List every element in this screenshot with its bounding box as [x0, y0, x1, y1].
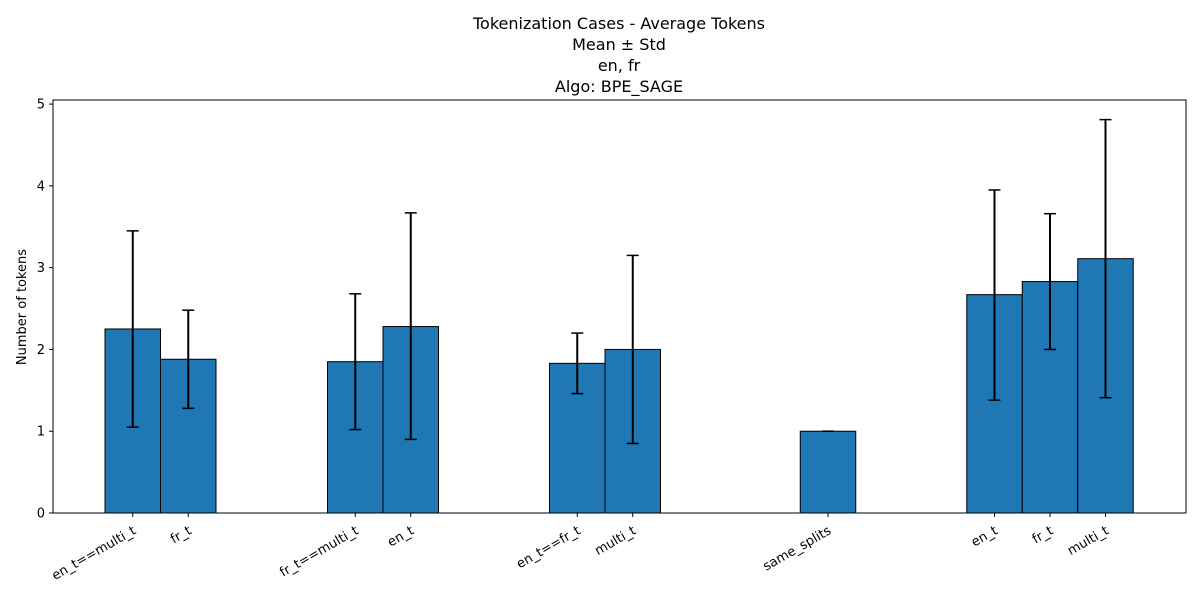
- x-axis-ticks: en_t==multi_t fr_t fr_t==multi_t en_t en_t==…: [49, 513, 1112, 584]
- axes-layer: [52, 99, 1187, 514]
- x-tick-label: en_t: [385, 523, 417, 550]
- error-bar: [182, 309, 195, 410]
- x-tick-label: en_t==multi_t: [49, 523, 138, 583]
- x-tick-label: fr_t==multi_t: [277, 523, 361, 580]
- x-tick-label: multi_t: [592, 523, 638, 558]
- bars-layer: [104, 258, 1134, 514]
- x-tick-label: same_splits: [761, 523, 835, 574]
- x-tick-label: fr_t: [1030, 523, 1056, 547]
- x-tick-label: en_t==fr_t: [514, 523, 583, 572]
- x-tick-label: multi_t: [1065, 523, 1111, 558]
- x-tick-label: en_t: [969, 523, 1001, 550]
- chart-title-line: Tokenization Cases - Average Tokens: [472, 14, 765, 33]
- y-tick-label: 0: [37, 507, 45, 522]
- chart-title-line: Mean ± Std: [572, 35, 666, 54]
- chart-title-line: Algo: BPE_SAGE: [555, 77, 683, 97]
- y-tick-label: 1: [37, 425, 45, 440]
- bar: [799, 430, 857, 514]
- y-axis-ticks: 0 1 2 3 4 5: [37, 98, 53, 522]
- y-axis-label: Number of tokens: [15, 249, 30, 365]
- y-tick-label: 4: [37, 179, 45, 194]
- error-bar: [571, 332, 584, 395]
- y-tick-label: 5: [37, 98, 45, 113]
- error-bar: [126, 230, 139, 428]
- error-bar: [1044, 212, 1056, 351]
- error-bar: [349, 293, 362, 431]
- error-bar: [1099, 118, 1112, 399]
- chart-title-line: en, fr: [598, 56, 641, 75]
- y-tick-label: 2: [37, 343, 45, 358]
- y-tick-label: 3: [37, 261, 45, 276]
- error-bar: [404, 212, 417, 441]
- error-bar: [988, 189, 1001, 401]
- error-bar: [626, 254, 639, 445]
- x-tick-label: fr_t: [168, 523, 194, 547]
- plot-frame: [52, 99, 1187, 514]
- error-bars-layer: [126, 118, 1112, 445]
- chart-title: Tokenization Cases - Average Tokens Mean …: [472, 14, 765, 97]
